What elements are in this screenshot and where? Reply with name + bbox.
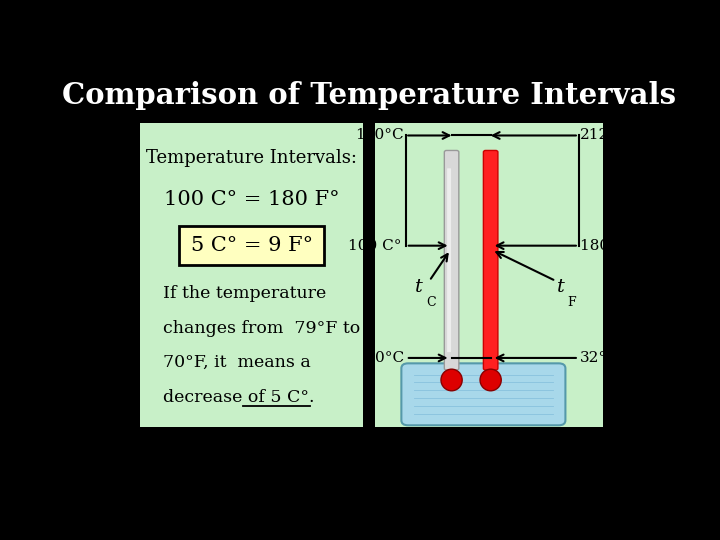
- Text: 32°F: 32°F: [580, 351, 618, 365]
- FancyBboxPatch shape: [444, 151, 459, 370]
- Text: Temperature Intervals:: Temperature Intervals:: [146, 150, 357, 167]
- Text: decrease of 5 C°.: decrease of 5 C°.: [163, 388, 314, 406]
- FancyBboxPatch shape: [447, 168, 451, 352]
- Ellipse shape: [441, 369, 462, 391]
- Text: C: C: [426, 295, 436, 308]
- Text: t: t: [557, 278, 564, 296]
- Text: Comparison of Temperature Intervals: Comparison of Temperature Intervals: [62, 82, 676, 111]
- Text: 0°C: 0°C: [375, 351, 404, 365]
- FancyBboxPatch shape: [374, 123, 603, 427]
- FancyBboxPatch shape: [401, 363, 565, 426]
- Text: 5 C° = 9 F°: 5 C° = 9 F°: [191, 236, 313, 255]
- Text: 100 C° = 180 F°: 100 C° = 180 F°: [164, 191, 340, 210]
- Text: 100°C: 100°C: [356, 129, 404, 143]
- Text: t: t: [415, 278, 423, 296]
- FancyBboxPatch shape: [179, 226, 324, 266]
- FancyBboxPatch shape: [140, 123, 364, 427]
- Ellipse shape: [480, 369, 501, 391]
- FancyBboxPatch shape: [483, 151, 498, 370]
- Text: changes from  79°F to: changes from 79°F to: [163, 320, 360, 336]
- Text: F: F: [567, 295, 576, 308]
- Text: 100 C°: 100 C°: [348, 239, 401, 253]
- Text: 180 F°: 180 F°: [580, 239, 632, 253]
- Text: 70°F, it  means a: 70°F, it means a: [163, 354, 310, 371]
- Text: If the temperature: If the temperature: [163, 285, 325, 302]
- Text: 212°F: 212°F: [580, 129, 627, 143]
